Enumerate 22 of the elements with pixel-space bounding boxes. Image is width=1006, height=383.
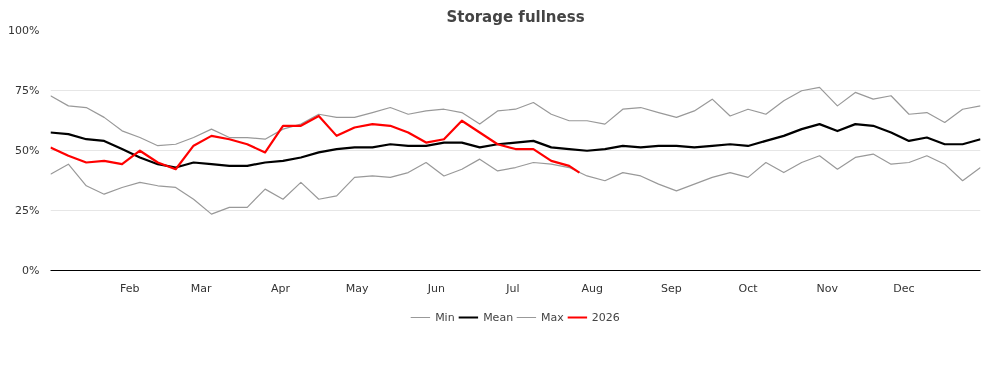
x-tick-label: Feb	[119, 281, 140, 295]
x-tick-label: Apr	[270, 281, 291, 295]
y-tick-label: 0%	[22, 264, 40, 277]
y-tick-label: 75%	[15, 84, 40, 97]
x-tick-label: May	[345, 281, 369, 295]
chart-title: Storage fullness	[446, 7, 585, 26]
y-tick-label: 25%	[15, 204, 40, 217]
x-tick-label: Jun	[426, 281, 445, 295]
legend-label: 2026	[591, 310, 620, 324]
legend-label: Min	[435, 310, 456, 324]
x-tick-label: Nov	[816, 281, 839, 295]
y-tick-label: 100%	[8, 24, 40, 37]
x-tick-label: Mar	[190, 281, 213, 295]
legend-label: Mean	[483, 310, 514, 324]
y-tick-label: 50%	[15, 144, 40, 157]
x-tick-label: Sep	[660, 281, 682, 295]
x-tick-label: Aug	[581, 281, 603, 295]
x-tick-label: Jul	[505, 281, 520, 295]
line-series	[50, 114, 581, 174]
x-tick-label: Oct	[738, 281, 759, 295]
legend-label: Max	[541, 310, 564, 324]
x-tick-label: Dec	[893, 281, 915, 295]
